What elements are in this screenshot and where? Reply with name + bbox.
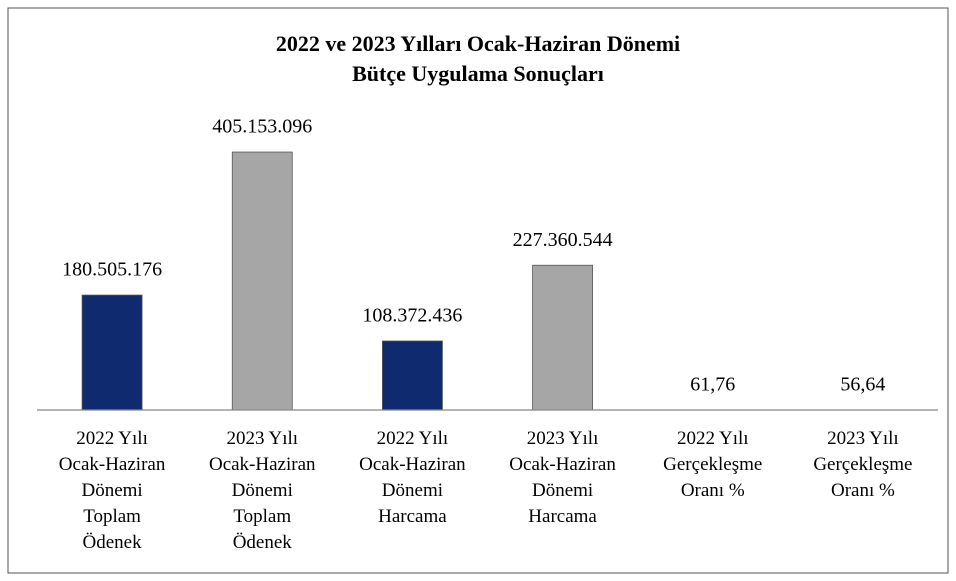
x-tick-label: 2022 Yılı Ocak-Haziran Dönemi Toplam Ödenek <box>59 428 166 553</box>
x-tick-label: 2022 Yılı Gerçekleşme Oranı % <box>663 428 762 501</box>
x-tick-label: 2023 Yılı Gerçekleşme Oranı % <box>813 428 912 501</box>
bar <box>231 151 293 411</box>
bar <box>382 340 443 411</box>
frame <box>7 7 949 574</box>
chart-title: Bütçe Uygulama Sonuçları <box>352 61 604 86</box>
x-tick-label: 2023 Yılı Ocak-Haziran Dönemi Toplam Ödenek <box>209 428 316 553</box>
x-tick-label: 2023 Yılı Ocak-Haziran Dönemi Harcama <box>509 428 616 527</box>
value-label: 405.153.096 <box>212 116 312 138</box>
bar <box>532 264 593 411</box>
value-label: 61,76 <box>690 374 735 396</box>
value-label: 180.505.176 <box>62 259 162 281</box>
value-label: 56,64 <box>840 374 885 396</box>
value-label: 227.360.544 <box>513 229 613 251</box>
chart-title: 2022 ve 2023 Yılları Ocak-Haziran Dönemi <box>276 31 680 56</box>
x-tick-label: 2022 Yılı Ocak-Haziran Dönemi Harcama <box>359 428 466 527</box>
bar <box>81 294 143 411</box>
value-label: 108.372.436 <box>362 305 462 327</box>
